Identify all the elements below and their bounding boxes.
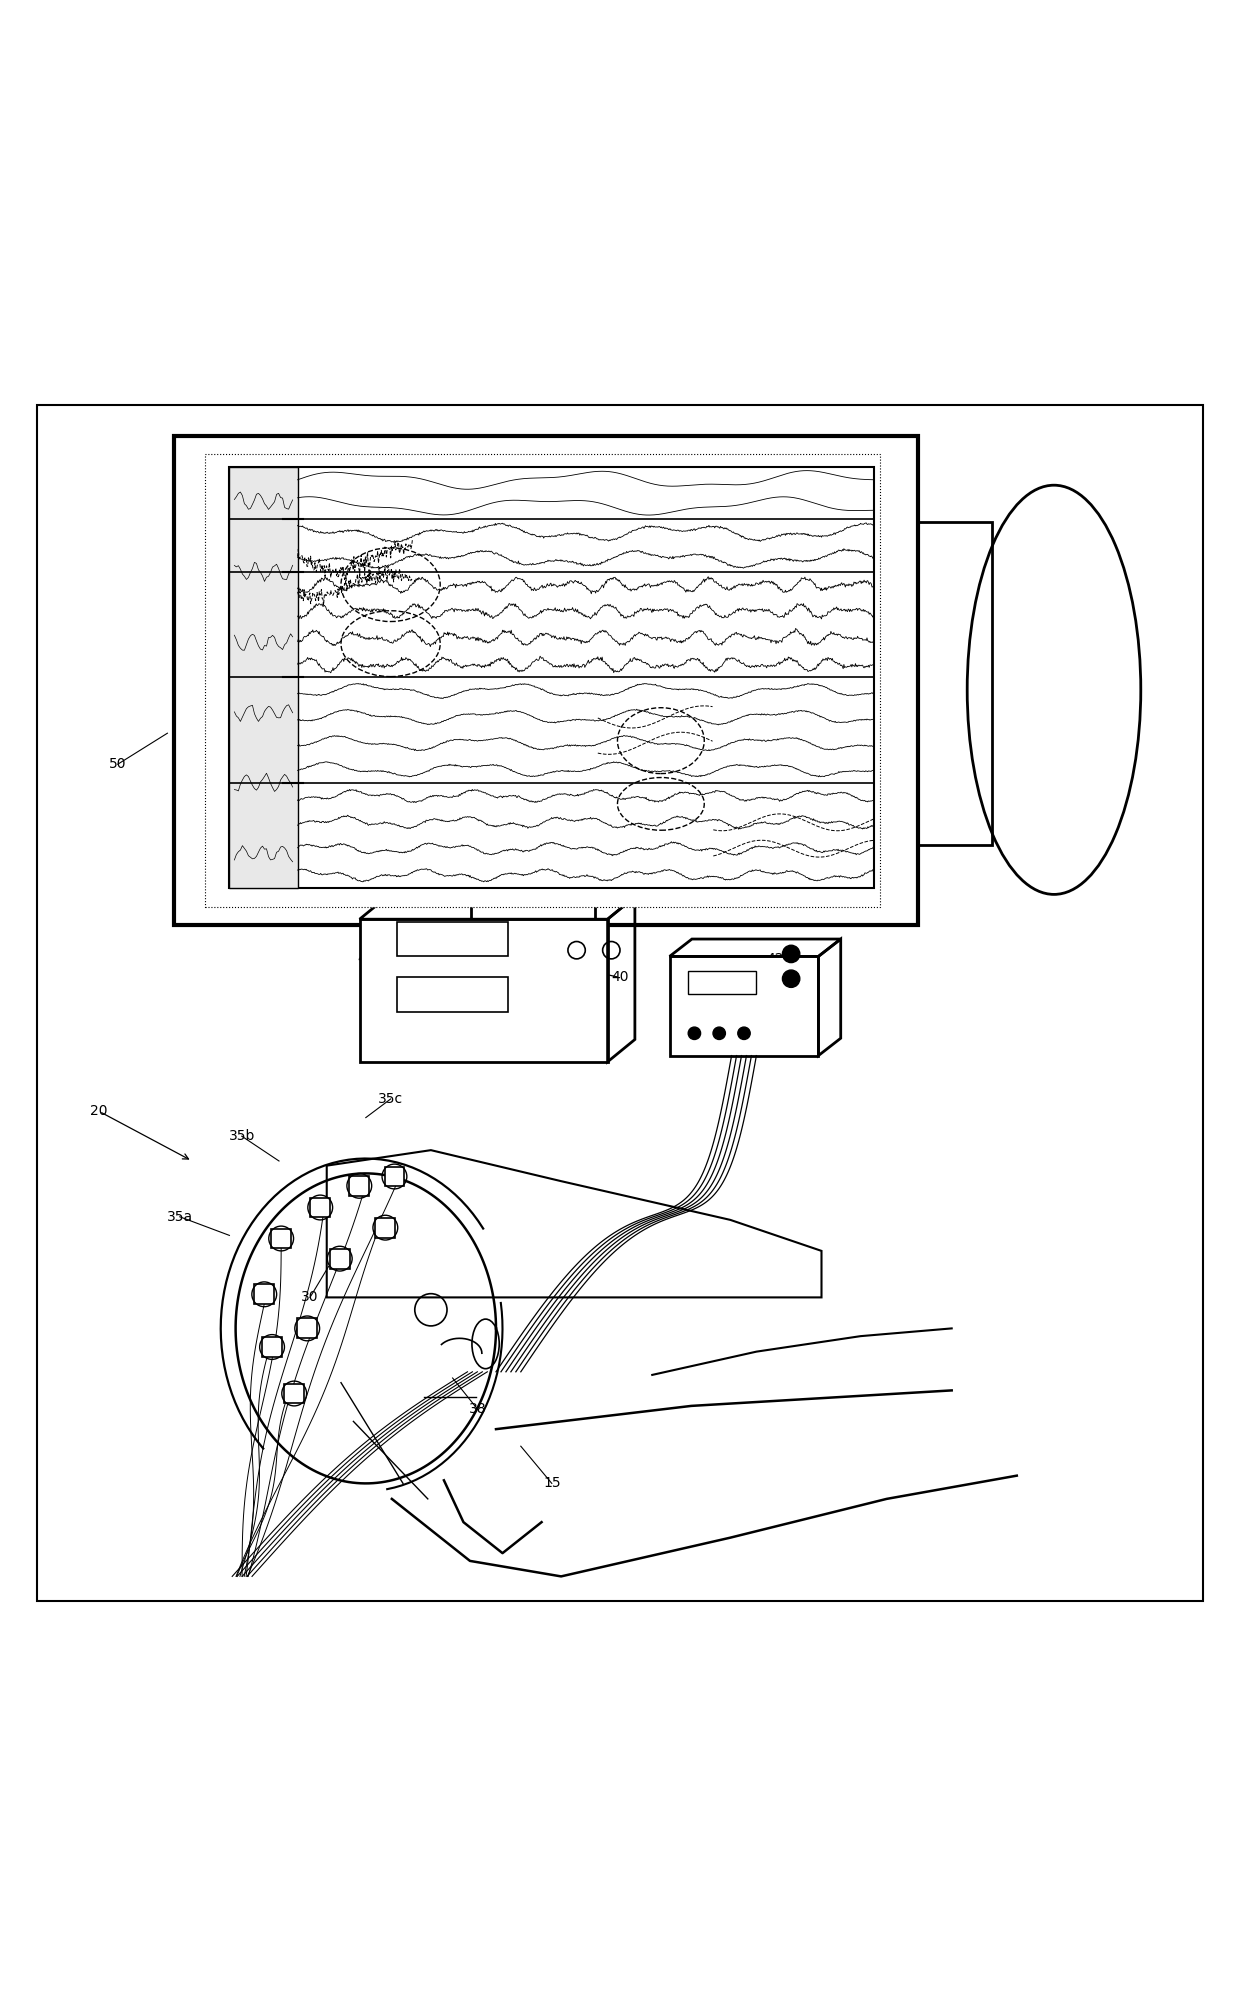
- Bar: [262, 1338, 281, 1356]
- Text: 38: 38: [469, 1402, 486, 1416]
- Bar: [350, 1175, 370, 1195]
- Text: 50: 50: [109, 757, 126, 771]
- Bar: [397, 978, 508, 1012]
- Bar: [670, 956, 818, 1056]
- Circle shape: [713, 1026, 725, 1040]
- Bar: [384, 1167, 404, 1187]
- Bar: [397, 921, 508, 956]
- Bar: [174, 437, 918, 926]
- Bar: [310, 1197, 330, 1217]
- Bar: [272, 1229, 291, 1247]
- Text: 30: 30: [301, 1290, 319, 1304]
- Text: 51: 51: [208, 795, 226, 809]
- Bar: [376, 1217, 396, 1237]
- Bar: [471, 901, 595, 932]
- Text: 35c: 35c: [378, 1093, 403, 1107]
- Bar: [229, 467, 298, 887]
- Bar: [330, 1249, 350, 1270]
- Bar: [298, 1318, 317, 1338]
- Bar: [360, 919, 608, 1062]
- Circle shape: [782, 970, 800, 988]
- Text: 40: 40: [611, 970, 629, 984]
- Text: 15: 15: [543, 1477, 560, 1491]
- Text: 20: 20: [91, 1105, 108, 1119]
- Bar: [918, 523, 992, 845]
- Bar: [205, 455, 880, 907]
- Circle shape: [738, 1026, 750, 1040]
- Circle shape: [782, 946, 800, 962]
- Bar: [254, 1284, 274, 1304]
- Text: 35b: 35b: [228, 1129, 255, 1143]
- Circle shape: [688, 1026, 701, 1040]
- Bar: [688, 972, 756, 994]
- Text: 35a: 35a: [166, 1209, 193, 1223]
- Text: 42: 42: [766, 952, 784, 966]
- Text: 38: 38: [729, 1000, 746, 1012]
- Bar: [284, 1384, 304, 1404]
- Text: 41: 41: [357, 952, 374, 966]
- Bar: [229, 467, 874, 887]
